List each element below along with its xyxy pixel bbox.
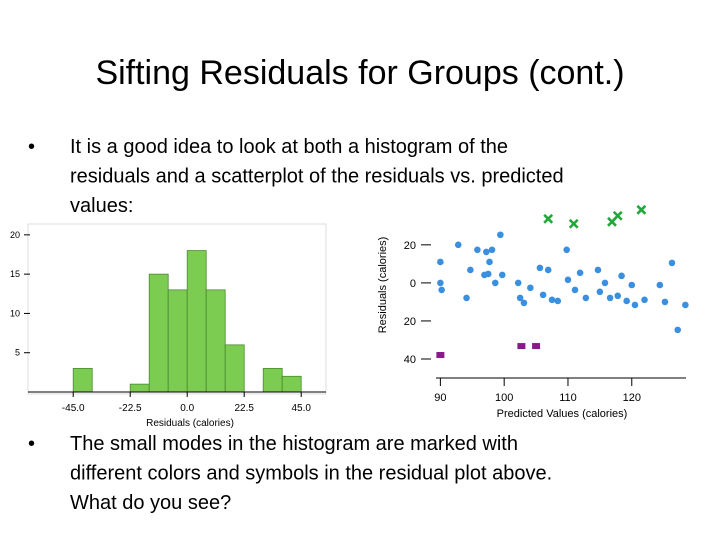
scatter-point: [582, 294, 590, 302]
scatter-point: [463, 294, 470, 302]
bullet-text: It is a good idea to look at both a hist…: [70, 136, 508, 158]
scatter-point: [576, 269, 584, 277]
bullet-text: residuals and a scatterplot of the resid…: [70, 166, 564, 188]
scatter-point: [636, 204, 647, 215]
y-tick-label: 20: [404, 240, 416, 252]
histogram-bar: [224, 344, 245, 393]
x-tick-label: 110: [559, 392, 577, 404]
scatter-point: [437, 258, 444, 266]
scatter-point: [467, 266, 474, 274]
scatter-point: [437, 279, 444, 287]
bullet-dot: •: [28, 433, 35, 455]
bullet-text: What do you see?: [70, 492, 231, 514]
scatter-point: [484, 270, 492, 278]
scatter-point: [483, 248, 490, 256]
scatter-point: [568, 218, 579, 229]
scatter-point: [594, 266, 602, 274]
y-tick-label: 20: [404, 316, 416, 328]
scatter-point: [682, 301, 689, 309]
y-tick-label: 15: [10, 269, 20, 279]
y-tick-label: 20: [10, 230, 20, 240]
slide-title: Sifting Residuals for Groups (cont.): [95, 54, 624, 92]
scatter-point: [497, 231, 504, 239]
scatter-point: [544, 266, 552, 274]
scatter-point: [656, 281, 664, 289]
scatter-point: [498, 271, 506, 279]
scatter-point: [606, 294, 614, 302]
y-tick-label: 0: [410, 278, 416, 290]
y-tick-label: 40: [404, 354, 416, 366]
x-tick-label: 0.0: [180, 403, 194, 414]
scatter-point: [474, 246, 481, 254]
scatter-point: [571, 286, 579, 294]
scatter-point: [668, 259, 676, 267]
histogram-bar: [129, 383, 150, 393]
x-tick-label: 120: [623, 392, 641, 404]
scatter-point: [527, 284, 534, 292]
x-tick-label: -45.0: [62, 403, 85, 414]
scatter-point: [454, 241, 462, 249]
bullet-dot: •: [28, 136, 35, 158]
bullet-text: The small modes in the histogram are mar…: [70, 433, 518, 455]
scatter-point: [554, 297, 562, 305]
scatter-point: [548, 296, 556, 304]
x-tick-label: 90: [434, 392, 446, 404]
x-tick-label: 45.0: [291, 403, 311, 414]
scatter-point: [532, 343, 541, 350]
scatter-point: [436, 351, 445, 358]
y-tick-label: 5: [15, 348, 20, 358]
scatter-point: [516, 294, 524, 302]
scatter-point: [564, 276, 572, 284]
x-tick-label: 100: [495, 392, 513, 404]
scatter-point: [601, 279, 609, 287]
x-tick-label: 22.5: [234, 403, 254, 414]
scatter-point: [631, 301, 639, 309]
scatter-point: [486, 258, 493, 266]
scatter-point: [628, 281, 636, 289]
x-tick-label: -22.5: [119, 403, 142, 414]
scatter-point: [488, 246, 496, 254]
scatter-point: [517, 343, 526, 350]
y-tick-label: 10: [10, 308, 20, 318]
scatter-point: [520, 299, 528, 307]
scatter-point: [596, 288, 604, 296]
histogram-bar: [262, 368, 283, 393]
scatter-point: [674, 326, 682, 334]
scatter-point: [438, 286, 445, 294]
scatter-point: [641, 296, 648, 304]
histogram-bar: [205, 289, 226, 393]
scatter-point: [612, 210, 623, 221]
scatter-point: [618, 272, 625, 280]
histogram-bar: [186, 250, 207, 393]
histogram-bar: [148, 273, 169, 393]
bullet-text: different colors and symbols in the resi…: [70, 463, 552, 485]
scatter-point: [491, 279, 499, 287]
scatter-point: [536, 264, 544, 272]
histogram-bar: [72, 368, 93, 393]
bullet-text: values:: [70, 195, 133, 217]
scatter-point: [563, 246, 570, 254]
scatter-point: [623, 297, 630, 305]
x-axis-label: Residuals (calories): [146, 418, 234, 429]
scatter-point: [661, 298, 669, 306]
scatter-point: [514, 279, 522, 287]
scatter-point: [543, 213, 554, 224]
y-axis-label: Residuals (calories): [377, 237, 389, 334]
scatter-point: [614, 292, 622, 300]
histogram-bar: [281, 375, 302, 393]
x-axis-label: Predicted Values (calories): [497, 408, 628, 420]
histogram-bar: [167, 289, 188, 393]
scatter-point: [539, 291, 547, 299]
